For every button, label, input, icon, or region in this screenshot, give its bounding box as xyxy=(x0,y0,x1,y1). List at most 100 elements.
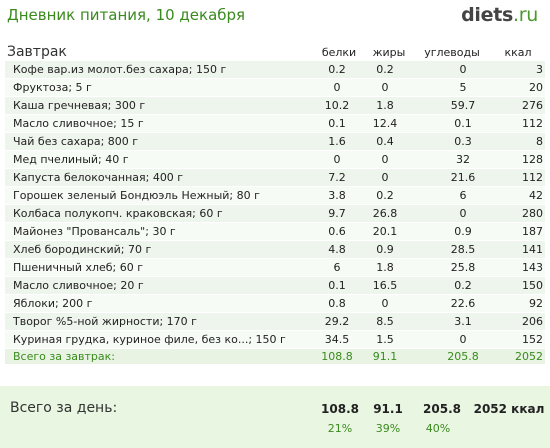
column-carbs: углеводы xyxy=(424,46,480,59)
protein-value: 0.1 xyxy=(328,117,346,130)
table-row[interactable]: Капуста белокочанная; 400 г 7.2 0 21.6 112 xyxy=(5,169,545,186)
protein-value: 9.7 xyxy=(328,207,346,220)
carbs-value: 32 xyxy=(456,153,470,166)
table-row[interactable]: Чай без сахара; 800 г 1.6 0.4 0.3 8 xyxy=(5,133,545,150)
food-name: Пшеничный хлеб; 60 г xyxy=(13,261,144,274)
day-protein-percent: 21% xyxy=(327,422,353,435)
kcal-value: 206 xyxy=(522,315,543,328)
table-row[interactable]: Пшеничный хлеб; 60 г 6 1.8 25.8 143 xyxy=(5,259,545,276)
fat-value: 0 xyxy=(381,171,389,184)
logo-main: diets xyxy=(461,4,513,26)
meal-rows: Кофе вар.из молот.без сахара; 150 г 0.2 0.… xyxy=(5,61,545,348)
kcal-value: 187 xyxy=(522,225,543,238)
meal-total-fat: 91.1 xyxy=(372,350,398,363)
protein-value: 0 xyxy=(333,81,341,94)
carbs-value: 0 xyxy=(459,207,467,220)
kcal-value: 8 xyxy=(536,135,543,148)
table-row[interactable]: Фруктоза; 5 г 0 0 5 20 xyxy=(5,79,545,96)
kcal-value: 276 xyxy=(522,99,543,112)
table-row[interactable]: Горошек зеленый Бондюэль Нежный; 80 г 3.8… xyxy=(5,187,545,204)
fat-value: 0 xyxy=(381,153,389,166)
carbs-value: 0 xyxy=(459,63,467,76)
kcal-value: 141 xyxy=(522,243,543,256)
table-row[interactable]: Масло сливочное; 20 г 0.1 16.5 0.2 150 xyxy=(5,277,545,294)
protein-value: 0.8 xyxy=(328,297,346,310)
kcal-value: 128 xyxy=(522,153,543,166)
fat-value: 0 xyxy=(381,297,389,310)
protein-value: 0.2 xyxy=(328,63,346,76)
table-row[interactable]: Яблоки; 200 г 0.8 0 22.6 92 xyxy=(5,295,545,312)
carbs-value: 0.3 xyxy=(454,135,472,148)
protein-value: 0 xyxy=(333,153,341,166)
table-row[interactable]: Хлеб бородинский; 70 г 4.8 0.9 28.5 141 xyxy=(5,241,545,258)
carbs-value: 22.6 xyxy=(450,297,476,310)
meal-total-label: Всего за завтрак: xyxy=(13,350,116,363)
fat-value: 0 xyxy=(381,81,389,94)
kcal-value: 42 xyxy=(529,189,543,202)
table-row[interactable]: Майонез "Провансаль"; 30 г 0.6 20.1 0.9 187 xyxy=(5,223,545,240)
food-name: Кофе вар.из молот.без сахара; 150 г xyxy=(13,63,227,76)
table-row[interactable]: Куриная грудка, куриное филе, без ко...;… xyxy=(5,331,545,348)
kcal-value: 150 xyxy=(522,279,543,292)
table-row[interactable]: Мед пчелиный; 40 г 0 0 32 128 xyxy=(5,151,545,168)
protein-value: 0.1 xyxy=(328,279,346,292)
column-fat: жиры xyxy=(372,46,406,59)
day-fat-percent: 39% xyxy=(375,422,401,435)
food-name: Яблоки; 200 г xyxy=(13,297,93,310)
column-kcal: ккал xyxy=(504,46,532,59)
day-total-label: Всего за день: xyxy=(10,400,118,416)
food-name: Мед пчелиный; 40 г xyxy=(13,153,129,166)
food-name: Чай без сахара; 800 г xyxy=(13,135,139,148)
kcal-value: 112 xyxy=(522,171,543,184)
fat-value: 1.8 xyxy=(376,261,394,274)
kcal-value: 3 xyxy=(536,63,543,76)
table-row[interactable]: Колбаса полукопч. краковская; 60 г 9.7 26.… xyxy=(5,205,545,222)
fat-value: 0.2 xyxy=(376,189,394,202)
day-total-carbs: 205.8 xyxy=(423,402,461,416)
logo-tld: .ru xyxy=(513,4,538,26)
table-row[interactable]: Кофе вар.из молот.без сахара; 150 г 0.2 0.… xyxy=(5,61,545,78)
meal-total-row: Всего за завтрак: 108.8 91.1 205.8 2052 xyxy=(5,349,545,364)
carbs-value: 6 xyxy=(459,189,467,202)
food-name: Колбаса полукопч. краковская; 60 г xyxy=(13,207,223,220)
meal-name: Завтрак xyxy=(7,44,67,60)
carbs-value: 28.5 xyxy=(450,243,476,256)
table-row[interactable]: Каша гречневая; 300 г 10.2 1.8 59.7 276 xyxy=(5,97,545,114)
food-name: Хлеб бородинский; 70 г xyxy=(13,243,152,256)
kcal-value: 152 xyxy=(522,333,543,346)
fat-value: 12.4 xyxy=(372,117,398,130)
protein-value: 34.5 xyxy=(324,333,350,346)
fat-value: 0.9 xyxy=(376,243,394,256)
fat-value: 0.2 xyxy=(376,63,394,76)
food-name: Творог %5-ной жирности; 170 г xyxy=(13,315,197,328)
food-name: Капуста белокочанная; 400 г xyxy=(13,171,184,184)
table-row[interactable]: Масло сливочное; 15 г 0.1 12.4 0.1 112 xyxy=(5,115,545,132)
fat-value: 16.5 xyxy=(372,279,398,292)
protein-value: 7.2 xyxy=(328,171,346,184)
meal-total-kcal: 2052 xyxy=(515,350,543,363)
day-total-fat: 91.1 xyxy=(373,402,403,416)
meal-total-protein: 108.8 xyxy=(321,350,353,363)
kcal-value: 112 xyxy=(522,117,543,130)
day-total-kcal: 2052 ккал xyxy=(473,402,545,416)
kcal-value: 92 xyxy=(529,297,543,310)
food-name: Горошек зеленый Бондюэль Нежный; 80 г xyxy=(13,189,260,202)
site-logo[interactable]: diets.ru xyxy=(461,4,538,26)
day-carbs-percent: 40% xyxy=(425,422,451,435)
carbs-value: 25.8 xyxy=(450,261,476,274)
protein-value: 0.6 xyxy=(328,225,346,238)
header: Дневник питания, 10 декабря diets.ru xyxy=(0,0,550,36)
meal-total-carbs: 205.8 xyxy=(447,350,479,363)
fat-value: 1.8 xyxy=(376,99,394,112)
page-title: Дневник питания, 10 декабря xyxy=(7,6,246,24)
food-name: Фруктоза; 5 г xyxy=(13,81,92,94)
fat-value: 0.4 xyxy=(376,135,394,148)
table-row[interactable]: Творог %5-ной жирности; 170 г 29.2 8.5 3.1 2… xyxy=(5,313,545,330)
carbs-value: 5 xyxy=(459,81,467,94)
kcal-value: 20 xyxy=(529,81,543,94)
food-name: Каша гречневая; 300 г xyxy=(13,99,146,112)
food-name: Майонез "Провансаль"; 30 г xyxy=(13,225,176,238)
protein-value: 29.2 xyxy=(324,315,350,328)
day-total-protein: 108.8 xyxy=(321,402,359,416)
kcal-value: 143 xyxy=(522,261,543,274)
